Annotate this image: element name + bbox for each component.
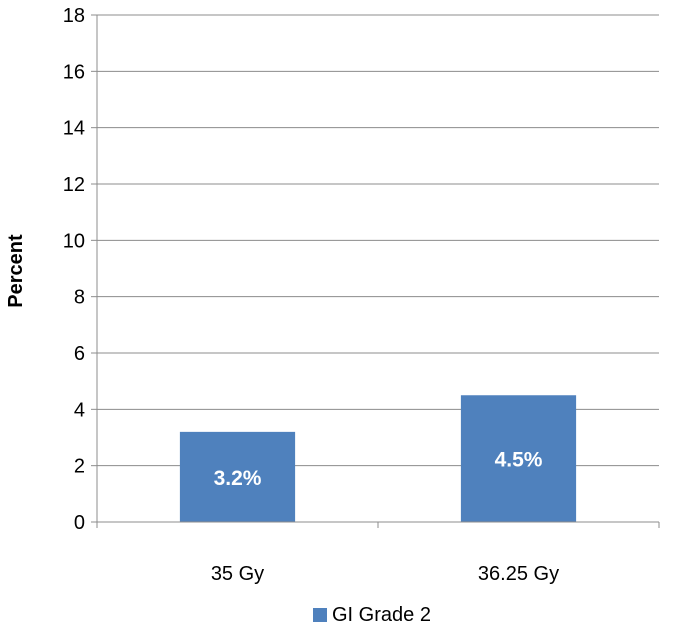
y-tick-label: 18 <box>63 5 85 27</box>
legend-swatch <box>313 608 327 622</box>
y-tick-label: 4 <box>74 399 85 421</box>
y-tick-label: 14 <box>63 118 85 140</box>
y-tick-label: 12 <box>63 174 85 196</box>
bar <box>460 395 577 522</box>
y-axis-label: Percent <box>5 234 27 308</box>
y-tick-label: 6 <box>74 343 85 365</box>
y-tick-label: 2 <box>74 456 85 478</box>
x-axis: 35 Gy 36.25 Gy <box>96 15 660 585</box>
data-label: 3.2% <box>214 467 262 490</box>
legend-label-gi-grade-2: GI Grade 2 <box>332 604 431 626</box>
bar <box>179 431 296 522</box>
y-axis-ticks: 0 2 4 6 8 10 12 14 16 18 <box>63 5 97 534</box>
x-tick-label: 36.25 Gy <box>478 563 559 585</box>
x-tick-label: 35 Gy <box>211 563 264 585</box>
y-tick-label: 10 <box>63 230 85 252</box>
y-tick-label: 0 <box>74 512 85 534</box>
legend: GI Grade 2 <box>313 604 431 626</box>
data-label: 4.5% <box>495 449 543 472</box>
y-tick-label: 8 <box>74 287 85 309</box>
bars: 3.2% 4.5% <box>179 395 577 522</box>
y-tick-label: 16 <box>63 61 85 83</box>
